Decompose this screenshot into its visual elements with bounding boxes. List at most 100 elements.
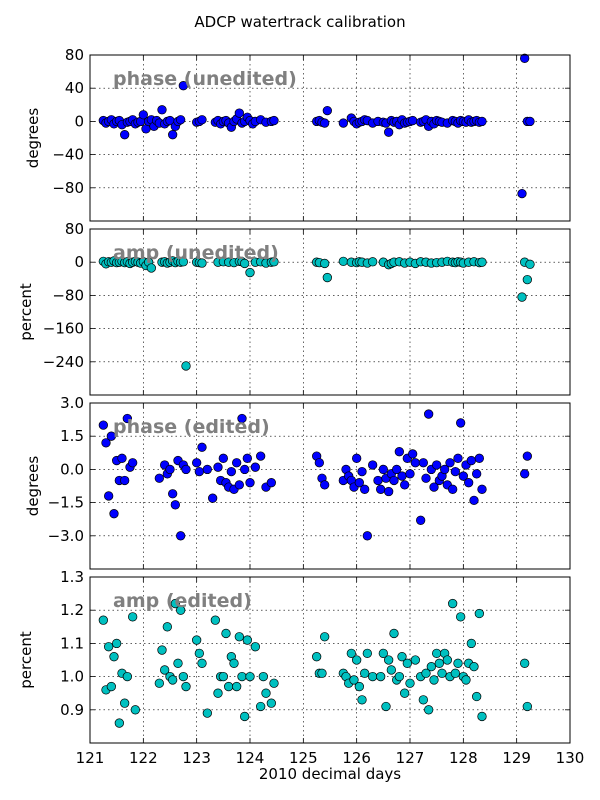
- data-point: [437, 668, 447, 678]
- data-point: [448, 484, 458, 494]
- data-point: [368, 460, 378, 470]
- x-tick-label: 129: [502, 749, 531, 767]
- data-point: [157, 105, 167, 115]
- x-tick-label: 124: [236, 749, 265, 767]
- data-point: [389, 628, 399, 639]
- data-point: [440, 464, 450, 475]
- grid-lines: [90, 577, 570, 743]
- data-point: [202, 464, 212, 475]
- data-point: [314, 458, 324, 468]
- data-point: [104, 642, 114, 652]
- axes-frame: [89, 228, 571, 396]
- data-point: [258, 671, 268, 682]
- data-point: [234, 480, 244, 490]
- data-point: [120, 698, 130, 708]
- data-point: [197, 258, 207, 268]
- y-tick-label: 80: [65, 220, 84, 238]
- data-point: [360, 668, 370, 678]
- data-point: [178, 257, 188, 267]
- data-point: [221, 628, 231, 639]
- data-point: [362, 648, 372, 659]
- y-tick-label: 40: [65, 79, 84, 97]
- y-tick-label: −240: [43, 353, 84, 371]
- data-point: [218, 453, 228, 463]
- figure-title: ADCP watertrack calibration: [194, 13, 405, 31]
- panel-3: 3.0 1.5 0.0 −1.5 −3.0 degrees phase (edited): [24, 394, 571, 570]
- panels: 80 40 0 −40 −80 degrees phase (unedited) 80 0 −80…: [17, 46, 584, 767]
- data-point: [176, 115, 186, 125]
- data-point: [424, 705, 434, 715]
- data-point: [352, 453, 362, 463]
- data-point: [477, 257, 487, 267]
- data-point: [357, 695, 367, 705]
- data-point: [109, 652, 119, 662]
- grid-lines: [90, 229, 570, 395]
- data-point: [165, 464, 175, 475]
- data-point: [461, 675, 471, 685]
- data-point: [472, 469, 482, 479]
- data-point: [98, 420, 108, 430]
- data-point: [122, 671, 132, 682]
- data-point: [240, 711, 250, 722]
- data-point: [429, 482, 439, 492]
- data-point: [456, 612, 466, 622]
- x-tick-label: 123: [182, 749, 211, 767]
- tick-marks: 3.0 1.5 0.0 −1.5 −3.0: [48, 394, 571, 569]
- panel-annotation: amp (edited): [113, 590, 252, 612]
- data-point: [466, 455, 476, 466]
- data-point: [421, 668, 431, 678]
- grid-lines: [90, 403, 570, 569]
- y-tick-label: −1.5: [48, 494, 84, 512]
- data-point: [472, 691, 482, 702]
- y-tick-label: −80: [52, 179, 84, 197]
- data-point: [242, 453, 252, 463]
- data-point: [322, 272, 332, 283]
- data-points: [98, 53, 535, 199]
- y-axis-label: percent: [17, 631, 35, 689]
- y-axis-label: degrees: [24, 108, 42, 169]
- data-point: [240, 464, 250, 475]
- data-point: [269, 115, 279, 126]
- data-points: [98, 598, 532, 728]
- data-point: [162, 622, 172, 632]
- data-point: [178, 81, 188, 91]
- data-point: [474, 608, 484, 619]
- data-point: [320, 118, 330, 128]
- data-point: [466, 638, 476, 649]
- data-point: [266, 698, 276, 708]
- data-point: [101, 438, 111, 448]
- x-tick-label: 122: [129, 749, 158, 767]
- panel-annotation: amp (unedited): [113, 242, 279, 264]
- data-point: [397, 652, 407, 662]
- data-point: [245, 267, 255, 278]
- data-point: [128, 458, 138, 468]
- data-point: [269, 257, 279, 267]
- tick-marks: 80 40 0 −40 −80: [52, 46, 571, 221]
- y-tick-label: 0: [74, 253, 84, 271]
- y-tick-label: 0.0: [60, 460, 84, 478]
- data-point: [445, 458, 455, 468]
- data-point: [232, 458, 242, 468]
- data-point: [170, 598, 180, 609]
- data-point: [240, 258, 250, 269]
- data-point: [181, 361, 191, 371]
- data-point: [317, 668, 327, 678]
- data-point: [104, 491, 114, 501]
- data-point: [197, 115, 207, 125]
- panel-annotation: phase (edited): [113, 416, 270, 438]
- data-point: [229, 658, 239, 668]
- data-point: [520, 658, 530, 668]
- x-tick-label: 125: [289, 749, 318, 767]
- data-point: [360, 484, 370, 494]
- data-point: [400, 688, 410, 698]
- data-point: [338, 118, 348, 128]
- data-point: [426, 661, 436, 672]
- data-point: [312, 652, 322, 662]
- y-tick-label: −80: [52, 286, 84, 304]
- data-point: [176, 531, 186, 541]
- data-point: [157, 645, 167, 655]
- data-point: [109, 509, 119, 519]
- data-point: [234, 108, 244, 118]
- data-point: [464, 478, 474, 488]
